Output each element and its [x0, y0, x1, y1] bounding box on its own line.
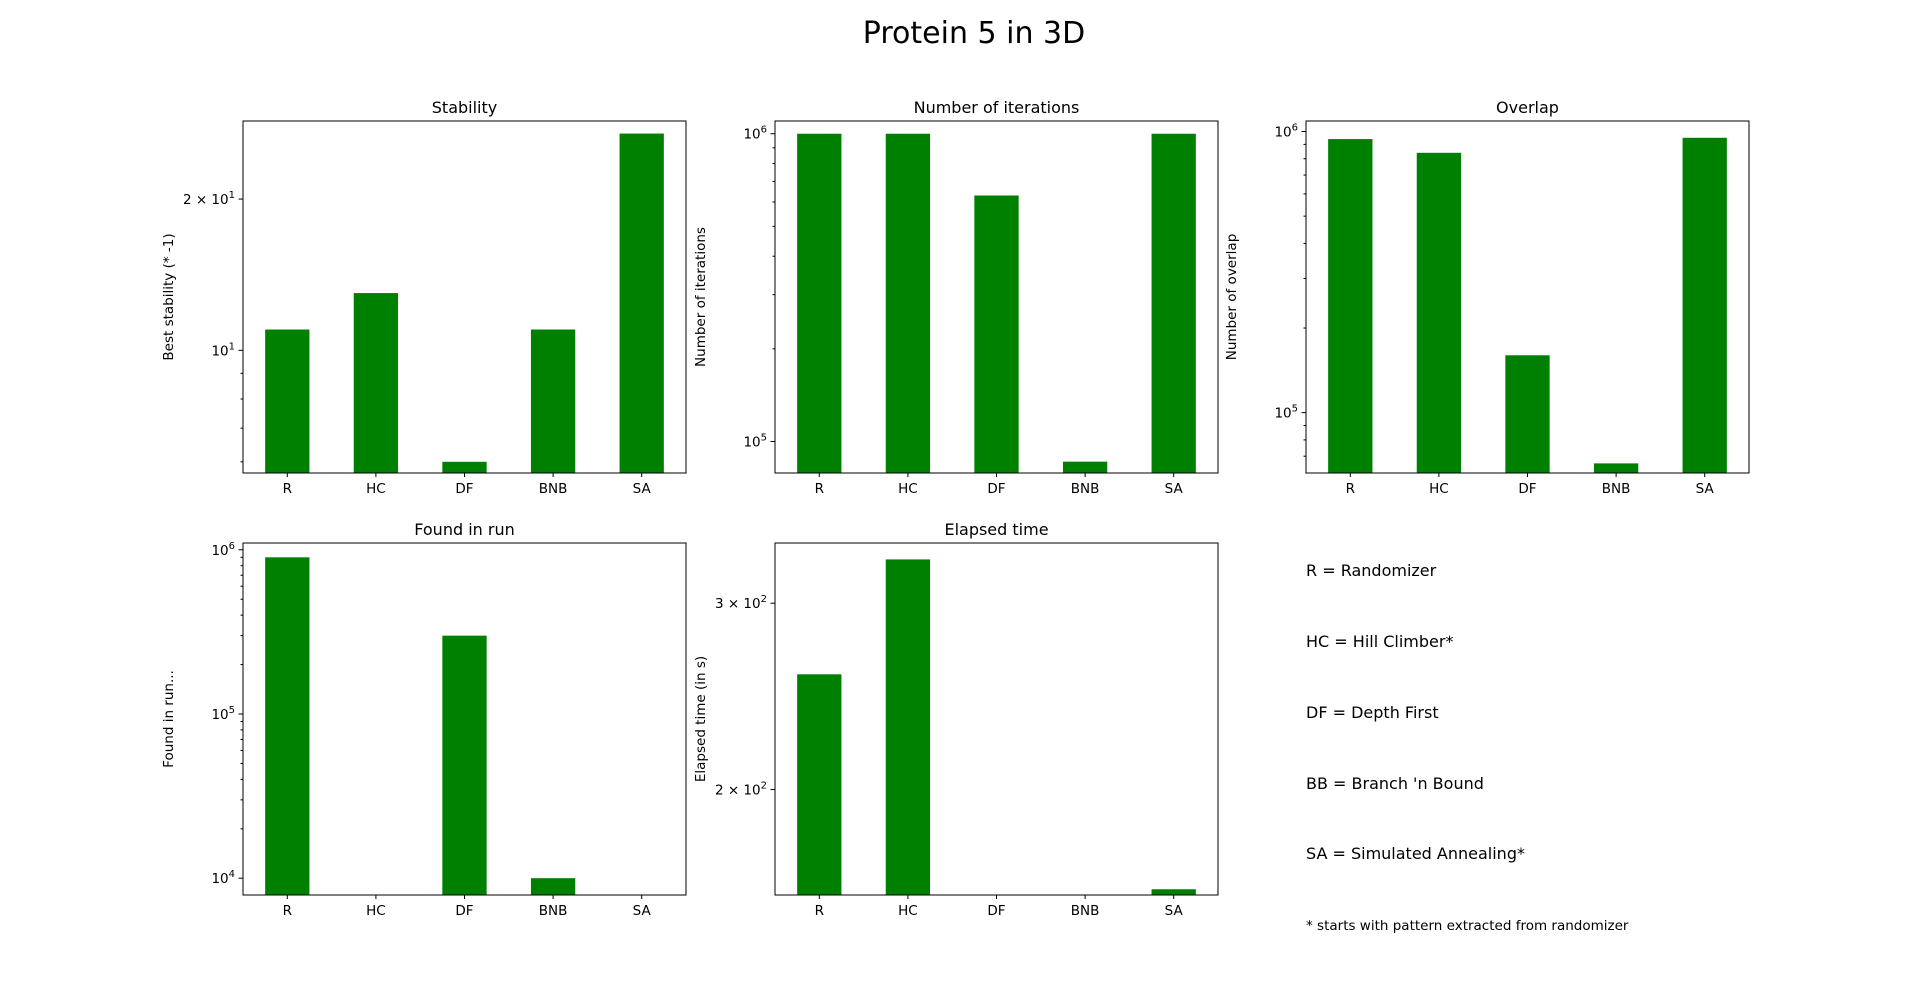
chart-4-x-tick-label: DF: [455, 903, 473, 919]
chart-5-y-axis-label: Elapsed time (in s): [693, 656, 709, 782]
chart-1-x-tick-label: SA: [633, 481, 652, 497]
chart-1-bar-bnb: [530, 329, 576, 473]
chart-2-x-tick-label: SA: [1165, 481, 1184, 497]
chart-3-x-tick-label: HC: [1429, 481, 1449, 497]
chart-3-x-tick-label: SA: [1696, 481, 1715, 497]
chart-3-x-tick-label: BNB: [1602, 481, 1631, 497]
chart-3-bar-df: [1505, 355, 1550, 473]
chart-1-bar-r: [265, 329, 310, 473]
chart-4-bar-df: [442, 635, 487, 895]
chart-2-x-tick-label: DF: [987, 481, 1005, 497]
chart-5-x-tick-label: R: [815, 903, 824, 919]
chart-4-y-tick-label: 106: [211, 541, 235, 559]
chart-4-title: Found in run: [414, 520, 514, 539]
chart-2-x-tick-label: BNB: [1071, 481, 1100, 497]
chart-1-x-tick-label: R: [283, 481, 292, 497]
chart-1-bar-hc: [353, 293, 399, 473]
chart-4-bar-r: [265, 557, 310, 895]
chart-4-x-tick-label: SA: [633, 903, 652, 919]
chart-1-bar-df: [442, 461, 487, 473]
chart-4-bar-bnb: [530, 878, 576, 895]
chart-5-bar-sa: [1151, 889, 1196, 895]
legend-line-df: DF = Depth First: [1306, 703, 1439, 722]
chart-3-y-tick-label: 105: [1274, 404, 1298, 422]
legend-line-r: R = Randomizer: [1306, 561, 1437, 580]
chart-2-bar-r: [797, 133, 842, 473]
chart-5-x-tick-label: BNB: [1071, 903, 1100, 919]
chart-3-bar-sa: [1682, 137, 1727, 473]
chart-4-x-tick-label: R: [283, 903, 292, 919]
chart-3-y-tick-label: 106: [1274, 123, 1298, 141]
figure-title: Protein 5 in 3D: [863, 16, 1085, 51]
legend-line-bb: BB = Branch 'n Bound: [1306, 774, 1484, 793]
chart-2-y-tick-label: 106: [743, 125, 767, 143]
chart-5-x-tick-label: HC: [898, 903, 918, 919]
legend-footnote: * starts with pattern extracted from ran…: [1306, 918, 1629, 934]
legend-line-hc: HC = Hill Climber*: [1306, 632, 1454, 651]
chart-5-y-tick-label: 2 × 102: [715, 781, 767, 799]
chart-1-y-tick-label: 101: [211, 341, 235, 359]
chart-2-bar-sa: [1151, 133, 1196, 473]
chart-1-x-tick-label: BNB: [539, 481, 568, 497]
chart-5-x-tick-label: DF: [987, 903, 1005, 919]
chart-4-x-tick-label: BNB: [539, 903, 568, 919]
chart-2-bar-bnb: [1062, 461, 1108, 473]
chart-3-x-tick-label: R: [1346, 481, 1355, 497]
chart-4-y-tick-label: 104: [211, 869, 235, 887]
chart-5-bar-r: [797, 674, 842, 895]
chart-3-bar-r: [1328, 139, 1373, 473]
chart-1-x-tick-label: DF: [455, 481, 473, 497]
chart-3-y-axis-label: Number of overlap: [1224, 234, 1240, 361]
chart-2-y-axis-label: Number of iterations: [693, 227, 709, 367]
chart-3-title: Overlap: [1496, 98, 1559, 117]
chart-4-x-tick-label: HC: [366, 903, 386, 919]
chart-3-x-tick-label: DF: [1518, 481, 1536, 497]
legend-line-sa: SA = Simulated Annealing*: [1306, 844, 1525, 863]
chart-1-y-axis-label: Best stability (* -1): [161, 233, 177, 360]
chart-1-y-tick-label: 2 × 101: [183, 190, 235, 208]
chart-1-x-tick-label: HC: [366, 481, 386, 497]
chart-2-bar-df: [974, 195, 1019, 473]
chart-2-title: Number of iterations: [914, 98, 1080, 117]
chart-5-x-tick-label: SA: [1165, 903, 1184, 919]
chart-2-y-tick-label: 105: [743, 432, 767, 450]
chart-5-bar-hc: [885, 559, 931, 895]
chart-5-title: Elapsed time: [944, 520, 1048, 539]
chart-2-bar-hc: [885, 133, 931, 473]
chart-3-bar-hc: [1416, 152, 1462, 473]
chart-4-y-tick-label: 105: [211, 705, 235, 723]
chart-1-bar-sa: [619, 133, 664, 473]
chart-3-bar-bnb: [1593, 463, 1639, 473]
chart-2-x-tick-label: HC: [898, 481, 918, 497]
chart-1-title: Stability: [432, 98, 497, 117]
chart-2-x-tick-label: R: [815, 481, 824, 497]
chart-4-y-axis-label: Found in run...: [161, 670, 177, 768]
chart-5-y-tick-label: 3 × 102: [715, 594, 767, 612]
